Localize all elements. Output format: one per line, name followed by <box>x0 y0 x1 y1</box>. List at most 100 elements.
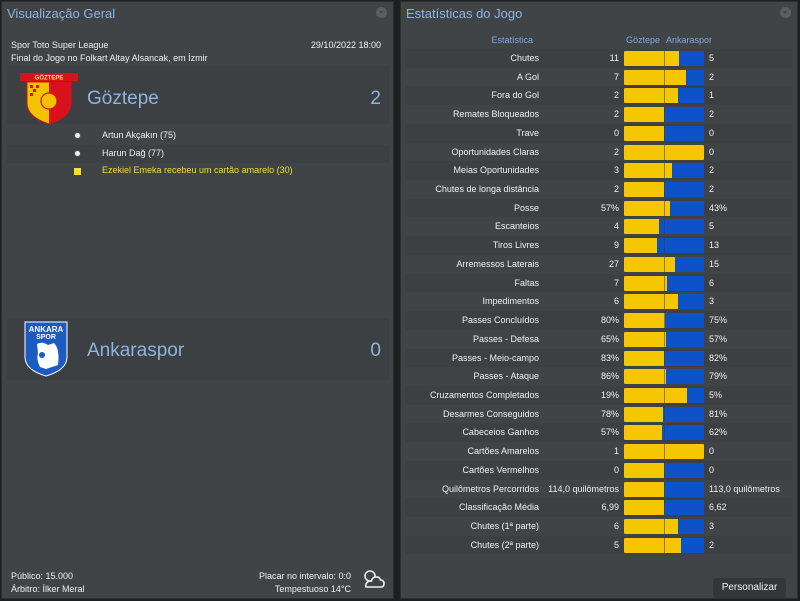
collapse-panel-icon[interactable] <box>780 7 791 18</box>
home-bar-fill <box>624 182 664 198</box>
stat-label: Trave <box>516 127 539 138</box>
home-value: 80% <box>600 315 619 326</box>
home-value: 78% <box>600 408 619 419</box>
home-value: 0 <box>613 127 619 138</box>
away-value: 6,62 <box>709 502 727 513</box>
match-event-row: Ezekiel Emeka recebeu um cartão amarelo … <box>7 162 389 180</box>
bar-midline <box>664 144 665 160</box>
stat-row: Classificação Média 6,99 6,62 <box>406 498 792 517</box>
away-value: 81% <box>709 408 728 419</box>
away-team-name[interactable]: Ankaraspor <box>87 340 185 361</box>
home-bar-fill <box>624 369 666 385</box>
stat-label: Classificação Média <box>458 502 539 513</box>
comparison-bar <box>624 125 704 141</box>
comparison-bar <box>624 425 704 441</box>
away-value: 79% <box>709 371 728 382</box>
header-home-team[interactable]: Göztepe <box>626 35 661 45</box>
stat-label: Chutes <box>510 53 539 63</box>
comparison-bar <box>624 294 704 310</box>
stat-label: Oportunidades Claras <box>451 146 539 157</box>
stat-label: Cartões Vermelhos <box>462 464 539 475</box>
away-value: 2 <box>709 539 715 550</box>
stat-row: Faltas 7 6 <box>406 273 792 293</box>
away-value: 0 <box>709 446 715 457</box>
stat-label: Passes - Meio-campo <box>451 352 539 363</box>
home-bar-fill <box>624 256 676 272</box>
home-value: 83% <box>600 352 619 363</box>
home-value: 4 <box>613 221 619 232</box>
stat-label: Passes - Defesa <box>472 333 539 344</box>
comparison-bar <box>624 444 704 460</box>
overview-title: Visualização Geral <box>7 6 116 21</box>
match-event-row: Artun Akçakın (75) <box>7 127 389 145</box>
stats-title: Estatísticas do Jogo <box>406 6 523 21</box>
home-bar-fill <box>624 294 678 310</box>
stat-row: Chutes 11 5 <box>406 49 792 68</box>
home-bar-fill <box>624 69 687 85</box>
stat-row: Chutes (2ª parte) 5 2 <box>406 535 792 555</box>
bar-midline <box>664 69 665 85</box>
home-bar-fill <box>624 331 667 347</box>
bar-midline <box>664 182 665 198</box>
home-bar-fill <box>624 425 662 441</box>
bar-midline <box>664 500 665 516</box>
home-bar-fill <box>624 406 664 422</box>
home-value: 6,99 <box>601 502 619 513</box>
home-bar-fill <box>624 481 664 497</box>
home-team-block: GÖZTEPE Göztepe 2 <box>7 66 389 125</box>
bar-midline <box>664 200 665 216</box>
away-value: 0 <box>709 127 715 138</box>
stat-label: A Gol <box>516 71 539 82</box>
stat-row: Quilômetros Percorridos 114,0 quilômetros… <box>406 480 792 499</box>
home-team-name[interactable]: Göztepe <box>87 88 159 109</box>
home-value: 0 <box>613 464 619 475</box>
home-value: 11 <box>609 53 619 63</box>
stat-label: Passes - Ataque <box>473 371 539 382</box>
comparison-bar <box>624 519 704 534</box>
bar-midline <box>664 481 665 497</box>
comparison-bar <box>624 537 704 553</box>
attendance: Público: 15.000 <box>11 571 74 581</box>
match-stats-panel: Estatísticas do Jogo Estatística Göztepe… <box>400 1 798 599</box>
comparison-bar <box>624 163 704 179</box>
stat-label: Arremessos Laterais <box>456 258 539 269</box>
stat-row: Chutes de longa distância 2 2 <box>406 180 792 199</box>
away-team-score: 0 <box>370 340 381 361</box>
away-value: 57% <box>709 333 728 344</box>
home-bar-fill <box>624 125 664 141</box>
weather-text: Tempestuoso 14°C <box>274 584 351 594</box>
comparison-bar <box>624 88 704 104</box>
header-stat[interactable]: Estatística <box>491 35 533 45</box>
header-away-team[interactable]: Ankaraspor <box>666 35 713 45</box>
comparison-bar <box>624 182 704 198</box>
stat-label: Passes Concluídos <box>461 315 539 326</box>
ankaraspor-crest-icon: ANKARA SPOR <box>24 321 68 377</box>
away-value: 3 <box>709 296 715 307</box>
collapse-panel-icon[interactable] <box>376 7 387 18</box>
cloudy-weather-icon <box>364 570 385 588</box>
bar-midline <box>664 294 665 310</box>
home-value: 2 <box>613 184 619 195</box>
home-bar-fill <box>624 219 660 235</box>
comparison-bar <box>624 275 704 291</box>
home-value: 57% <box>600 427 619 438</box>
away-value: 75% <box>709 315 728 326</box>
stat-label: Chutes (2ª parte) <box>470 539 539 550</box>
goal-icon <box>74 132 81 139</box>
bar-midline <box>664 256 665 272</box>
stat-row: A Gol 7 2 <box>406 68 792 87</box>
stat-row: Passes - Meio-campo 83% 82% <box>406 348 792 368</box>
bar-midline <box>664 519 665 534</box>
stat-row: Escanteios 4 5 <box>406 217 792 236</box>
home-value: 6 <box>613 296 619 307</box>
comparison-bar <box>624 51 704 66</box>
bar-midline <box>664 219 665 235</box>
bar-midline <box>664 88 665 104</box>
home-bar-fill <box>624 537 681 553</box>
stat-label: Desarmes Conseguidos <box>442 408 539 419</box>
customize-button[interactable]: Personalizar <box>713 578 786 598</box>
stat-row: Tiros Livres 9 13 <box>406 236 792 255</box>
home-value: 19% <box>600 389 619 400</box>
svg-text:SPOR: SPOR <box>36 334 56 341</box>
svg-text:ANKARA: ANKARA <box>29 325 64 334</box>
